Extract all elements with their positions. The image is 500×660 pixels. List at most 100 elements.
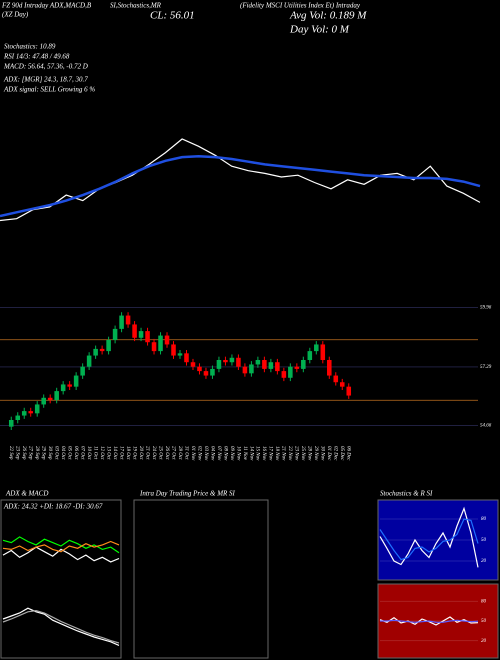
candle-body (255, 360, 261, 365)
candle-body (112, 328, 118, 340)
candle-body (41, 397, 46, 405)
x-tick-label: 14 Oct (112, 446, 117, 460)
x-tick-label: 06 Oct (73, 446, 78, 460)
candle-body (190, 362, 196, 367)
candle-body (151, 342, 157, 352)
candle-body (184, 353, 189, 363)
candle-body (275, 362, 280, 372)
x-tick-label: 15 Nov (255, 446, 260, 461)
candle-body (47, 397, 53, 400)
candle-body (268, 362, 274, 369)
x-tick-label: 01 Dec (326, 446, 331, 461)
candle-body (177, 353, 183, 356)
x-tick-label: 30 Nov (320, 446, 325, 461)
candle-body (106, 340, 111, 352)
candle-body (281, 371, 287, 378)
x-tick-label: 21 Nov (281, 446, 286, 461)
x-tick-label: 25 Nov (300, 446, 305, 461)
candle-body (73, 375, 79, 387)
adx-panel (0, 499, 122, 659)
x-tick-label: 22 Sep (8, 446, 13, 460)
x-tick-label: 31 Oct (183, 446, 188, 460)
y-tick-label: 50 (481, 619, 487, 624)
candle-body (320, 344, 326, 360)
candle-body (288, 366, 293, 378)
x-tick-label: 07 Oct (80, 446, 85, 460)
line-series (380, 619, 479, 623)
y-tick-label: 54.66 (480, 423, 492, 428)
line-series (2, 536, 120, 554)
line-series (379, 518, 479, 561)
x-tick-label: 03 Nov (203, 446, 208, 461)
x-tick-label: 24 Oct (151, 446, 156, 460)
info-line: MACD: 56.64, 57.36, -0.72 D (3, 63, 88, 71)
line-series (2, 546, 120, 563)
x-tick-label: 05 Oct (67, 446, 72, 460)
x-tick-label: 20 Oct (138, 446, 143, 460)
y-tick-label: 20 (481, 639, 487, 644)
day-vol: Day Vol: 0 M (289, 24, 350, 36)
x-tick-label: 17 Nov (268, 446, 273, 461)
candle-body (327, 360, 332, 376)
candle-body (86, 355, 92, 367)
candle-body (223, 360, 228, 363)
candle-body (15, 415, 21, 420)
panel-title: Stochastics & R SI (380, 490, 433, 498)
x-tick-label: 29 Nov (313, 446, 318, 461)
candle-body (125, 315, 131, 325)
x-tick-label: 28 Sep (34, 446, 39, 460)
panel-title: Intra Day Trading Price & MR SI (139, 490, 236, 498)
x-tick-label: 21 Oct (144, 446, 149, 460)
right-title: (Fidelity MSCI Utilities Index Et) Intra… (240, 2, 361, 10)
candle-body (158, 335, 163, 352)
candle-body (60, 384, 66, 392)
avg-vol: Avg Vol: 0.189 M (289, 10, 367, 22)
y-tick-label: 80 (481, 599, 487, 604)
y-tick-label: 20 (481, 559, 487, 564)
x-tick-label: 27 Sep (28, 446, 33, 460)
x-tick-label: 30 Sep (47, 446, 52, 460)
close-price: CL: 56.01 (150, 10, 195, 22)
candle-body (339, 382, 345, 387)
x-tick-label: 10 Nov (235, 446, 240, 461)
candle-body (236, 357, 241, 367)
x-tick-label: 02 Nov (196, 446, 201, 461)
candle-body (93, 348, 98, 356)
x-tick-label: 04 Oct (60, 446, 65, 460)
adx-readout: ADX: 24.32 +DI: 18.67 -DI: 30.67 (3, 503, 103, 511)
candle-body (54, 391, 59, 400)
candle-body (145, 331, 150, 343)
x-tick-label: 12 Oct (99, 446, 104, 460)
x-tick-label: 04 Nov (209, 446, 214, 461)
x-tick-label: 23 Nov (294, 446, 299, 461)
candle-body (171, 344, 176, 356)
candle-body (307, 351, 313, 360)
y-tick-label: 57.29 (480, 365, 492, 370)
line-series (0, 138, 481, 222)
info-line: ADX: [MGR] 24.3, 18.7, 30.7 (3, 76, 88, 84)
y-tick-label: 80 (481, 517, 487, 522)
x-tick-label: 17 Oct (118, 446, 123, 460)
line-series (2, 609, 120, 644)
x-tick-label: 25 Oct (157, 446, 162, 460)
x-tick-label: 28 Nov (307, 446, 312, 461)
x-tick-label: 14 Nov (248, 446, 253, 461)
info-line: ADX signal: SELL Growing 6 % (3, 86, 95, 94)
candle-body (242, 366, 248, 374)
candle-body (67, 384, 72, 387)
x-tick-label: 23 Sep (15, 446, 20, 460)
line-series (2, 540, 120, 553)
y-tick-label: 50 (481, 538, 487, 543)
candle-body (119, 315, 124, 329)
x-tick-label: 07 Nov (216, 446, 221, 461)
candle-body (132, 324, 137, 338)
x-tick-label: 18 Oct (125, 446, 130, 460)
x-tick-label: 01 Nov (190, 446, 195, 461)
line-series (2, 607, 120, 646)
candle-body (301, 360, 306, 369)
x-tick-label: 26 Sep (21, 446, 26, 460)
candle-body (80, 366, 85, 376)
candle-body (28, 411, 33, 414)
candle-body (21, 411, 27, 416)
